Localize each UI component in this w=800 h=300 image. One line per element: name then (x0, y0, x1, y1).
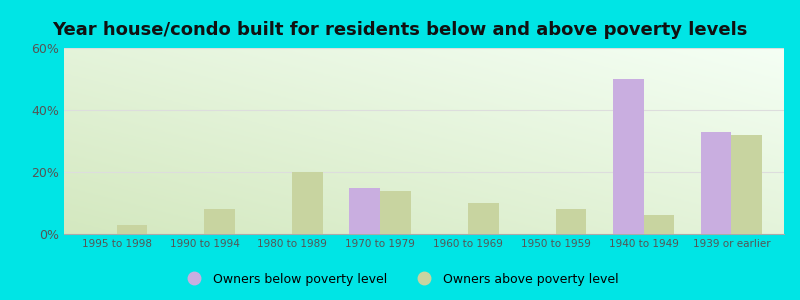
Bar (380, 190, 411, 234)
Bar (205, 209, 235, 234)
Bar (613, 79, 643, 234)
Bar (117, 225, 147, 234)
Bar (292, 172, 323, 234)
Legend: Owners below poverty level, Owners above poverty level: Owners below poverty level, Owners above… (176, 268, 624, 291)
Bar (701, 132, 731, 234)
Text: Year house/condo built for residents below and above poverty levels: Year house/condo built for residents bel… (52, 21, 748, 39)
Bar (350, 188, 380, 234)
Bar (468, 203, 498, 234)
Bar (556, 209, 586, 234)
Bar (731, 135, 762, 234)
Bar (643, 215, 674, 234)
